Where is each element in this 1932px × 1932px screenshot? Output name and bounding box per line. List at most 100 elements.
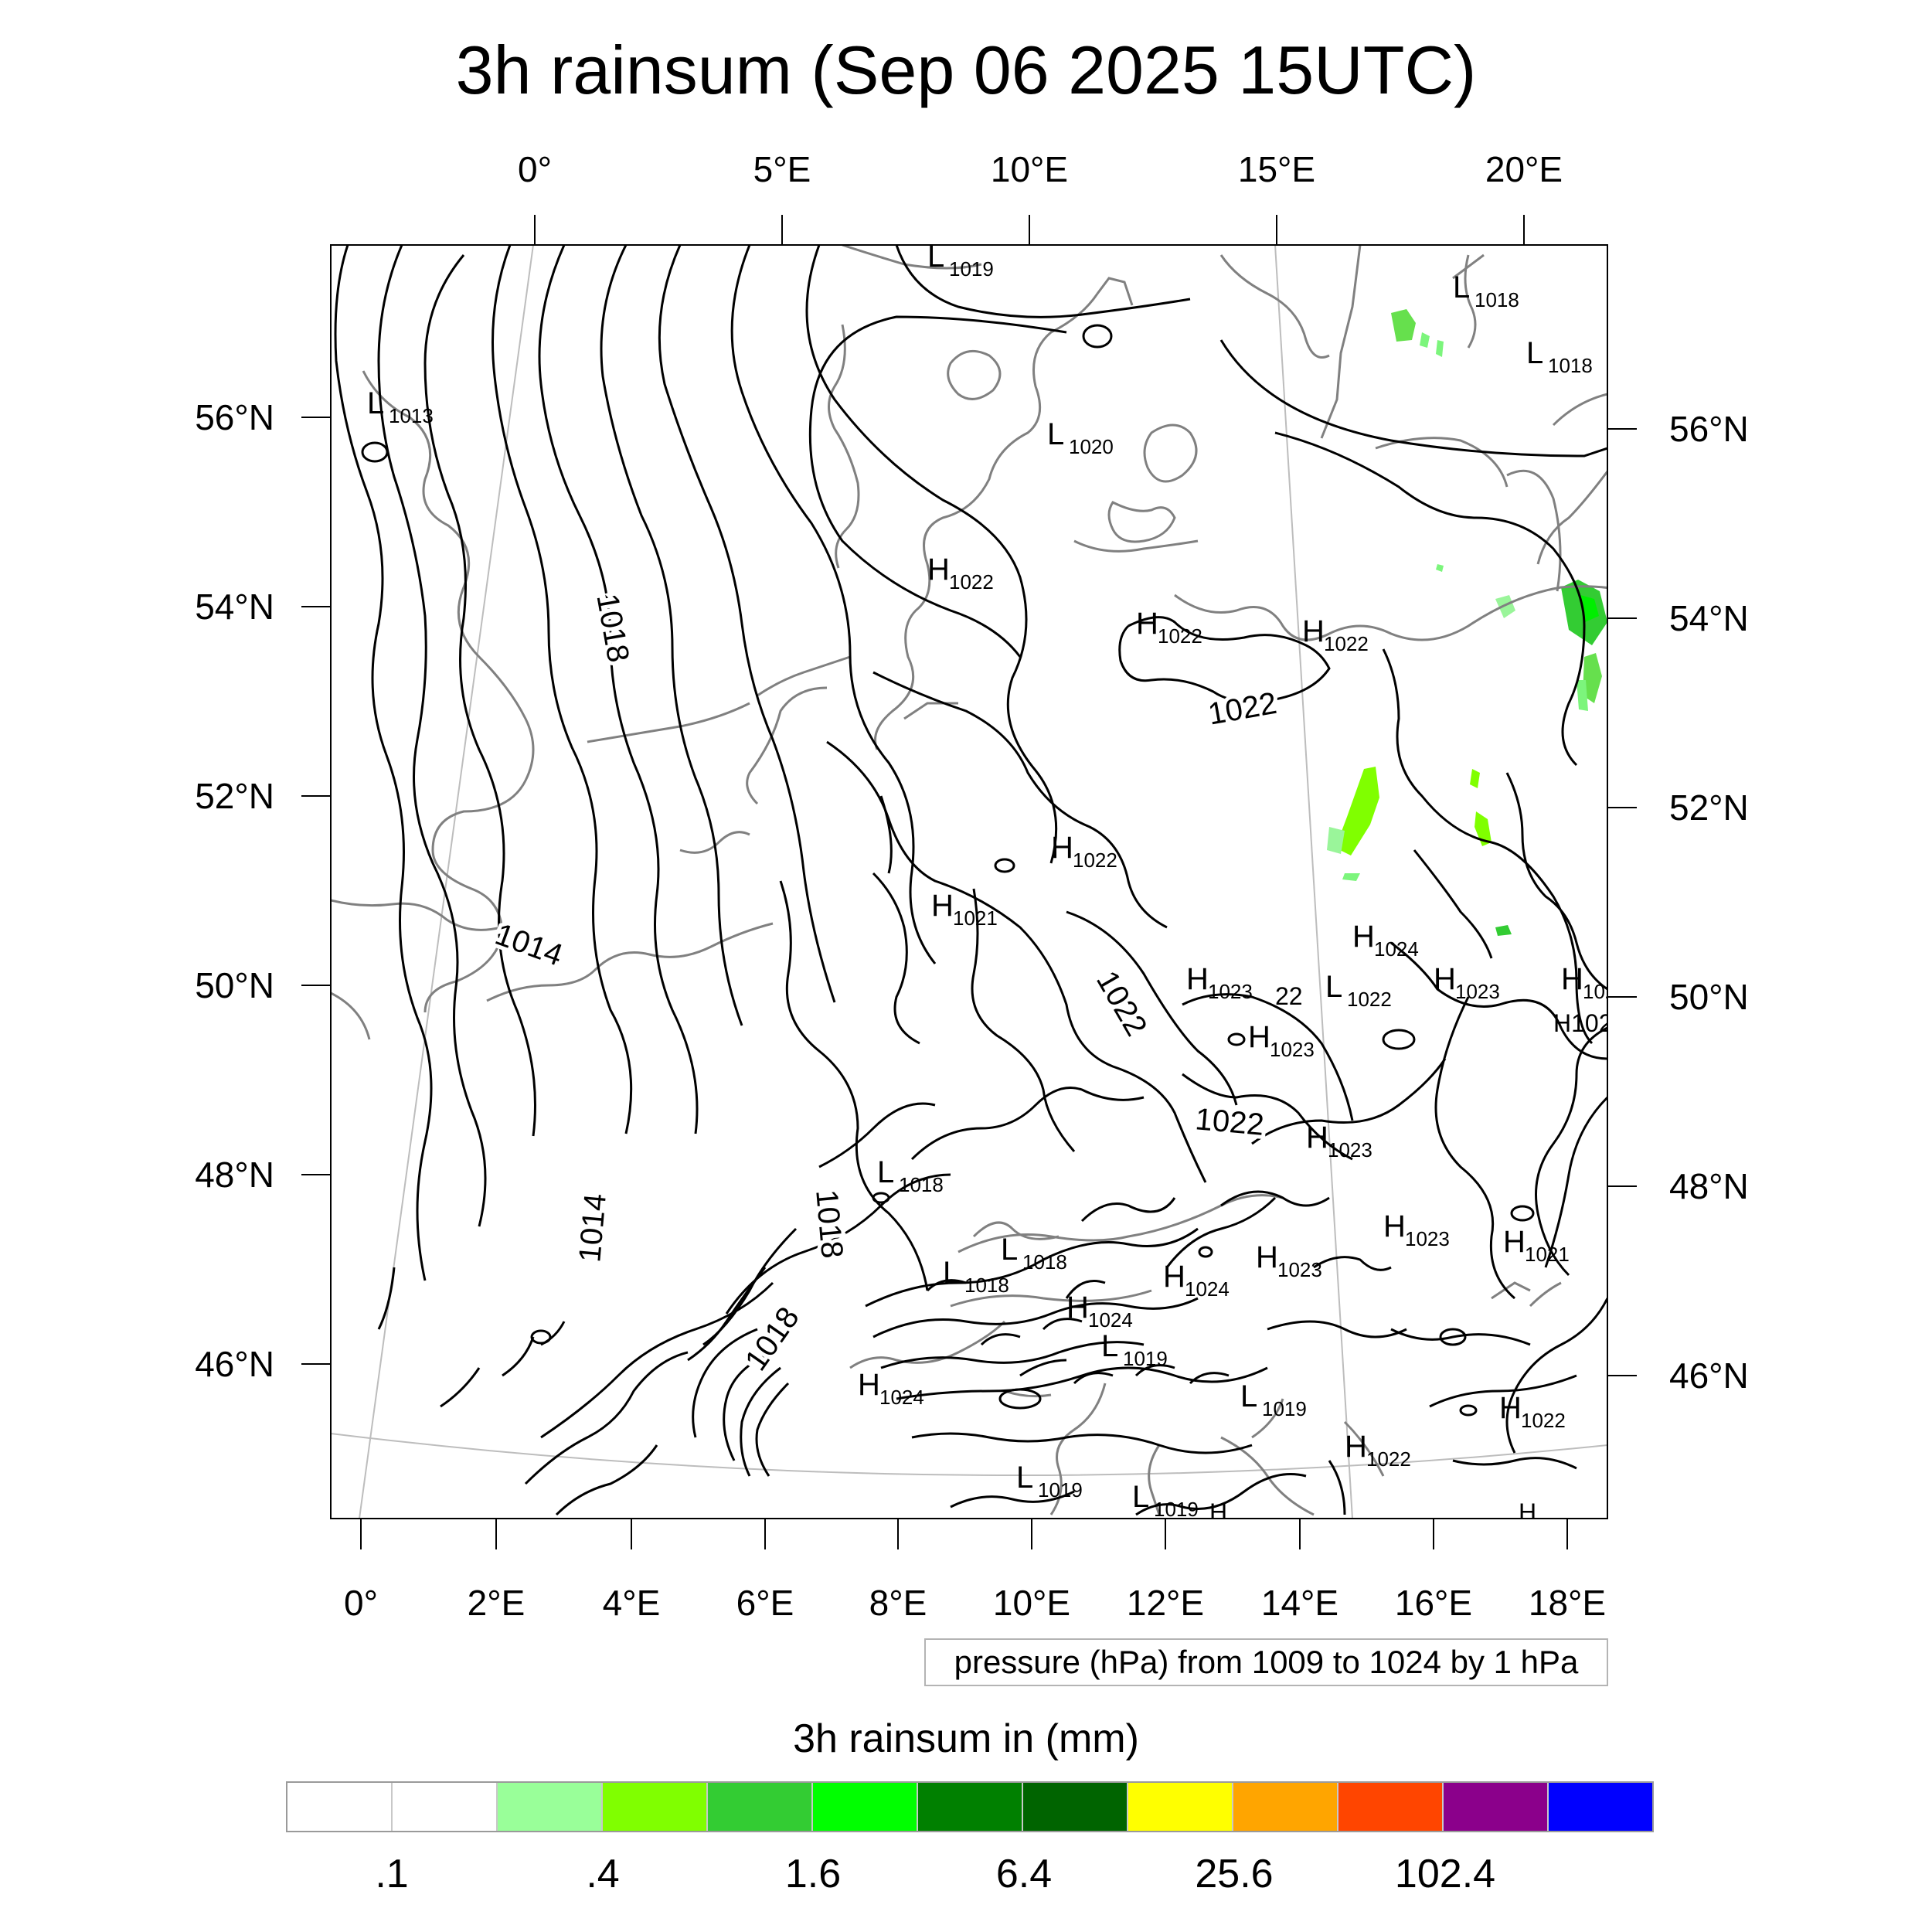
center-value: 1022 bbox=[1324, 632, 1369, 655]
center-value: 1024 bbox=[1088, 1308, 1133, 1332]
top-lon-label: 5°E bbox=[753, 149, 811, 189]
top-lon-label: 15°E bbox=[1238, 149, 1315, 189]
center-letter: L bbox=[943, 1256, 960, 1290]
high-pressure-center: H 1021 bbox=[931, 889, 998, 930]
center-value: 1023 bbox=[1405, 1227, 1450, 1250]
center-letter: H bbox=[1066, 1291, 1089, 1325]
center-value: 1019 bbox=[1262, 1397, 1307, 1420]
top-lon-label: 0° bbox=[518, 149, 552, 189]
center-letter: L bbox=[1240, 1379, 1257, 1413]
center-letter: H bbox=[1345, 1430, 1367, 1464]
right-lat-label: 56°N bbox=[1669, 409, 1749, 449]
center-letter: L bbox=[927, 240, 944, 274]
center-letter: L bbox=[1101, 1329, 1118, 1363]
bottom-lon-label: 2°E bbox=[468, 1583, 526, 1623]
low-pressure-center: L 1019 bbox=[1016, 1461, 1083, 1502]
low-pressure-center: L 1018 bbox=[1453, 270, 1519, 311]
colorbar-swatch bbox=[1444, 1783, 1549, 1831]
center-value: 1021 bbox=[1525, 1243, 1570, 1266]
center-letter: L bbox=[1132, 1480, 1149, 1514]
colorbar-swatch bbox=[1128, 1783, 1233, 1831]
center-letter: L bbox=[877, 1155, 894, 1189]
center-letter: H bbox=[1306, 1121, 1328, 1155]
bottom-lon-label: 4°E bbox=[603, 1583, 661, 1623]
high-pressure-center: H 1022 bbox=[1136, 607, 1202, 648]
high-pressure-center: H 1023 bbox=[1256, 1240, 1322, 1281]
colorbar-swatch bbox=[393, 1783, 498, 1831]
center-value: 1019 bbox=[1154, 1498, 1199, 1521]
center-letter: L bbox=[1001, 1233, 1018, 1267]
low-pressure-center: L 1019 bbox=[1240, 1379, 1307, 1420]
bottom-lon-label: 16°E bbox=[1395, 1583, 1472, 1623]
right-lat-label: 50°N bbox=[1669, 977, 1749, 1017]
center-value: 1018 bbox=[1022, 1250, 1067, 1274]
colorbar-tick-label: 6.4 bbox=[995, 1852, 1053, 1896]
left-lat-label: 54°N bbox=[195, 587, 274, 627]
center-letter: L bbox=[1526, 336, 1543, 370]
colorbar-swatch bbox=[603, 1783, 708, 1831]
high-pressure-center: H 1024 bbox=[1163, 1260, 1230, 1301]
partial-center-label: H bbox=[1519, 1498, 1536, 1526]
partial-center-label: H bbox=[1209, 1498, 1227, 1526]
center-value: 1022 bbox=[1158, 624, 1202, 648]
colorbar-title: 3h rainsum in (mm) bbox=[793, 1716, 1139, 1761]
center-letter: H bbox=[1352, 920, 1375, 954]
center-value: 1019 bbox=[1038, 1478, 1083, 1502]
center-letter: L bbox=[1047, 417, 1064, 451]
high-pressure-center: H 1024 bbox=[858, 1368, 924, 1409]
colorbar-swatch bbox=[708, 1783, 813, 1831]
center-value: 1018 bbox=[899, 1173, 944, 1196]
center-value: 1018 bbox=[1475, 288, 1519, 311]
high-pressure-center: H 1022 bbox=[927, 553, 994, 594]
axis-ticks bbox=[301, 215, 1637, 1549]
low-pressure-center: L 1018 bbox=[877, 1155, 944, 1196]
center-value: 1024 bbox=[1374, 937, 1419, 961]
center-letter: H bbox=[1561, 962, 1583, 996]
center-letter: L bbox=[1016, 1461, 1033, 1495]
low-pressure-center: L 1019 bbox=[1101, 1329, 1168, 1370]
colorbar-labels: .1 .4 1.6 6.4 25.6 102.4 bbox=[0, 1851, 1932, 1905]
center-value: 1023 bbox=[1277, 1258, 1322, 1281]
center-value: 1022 bbox=[1347, 988, 1392, 1011]
high-pressure-center: H 1023 bbox=[1434, 962, 1500, 1003]
center-value: 1023 bbox=[1270, 1038, 1315, 1061]
colorbar-swatch bbox=[498, 1783, 603, 1831]
low-pressure-center: L 1018 bbox=[1526, 336, 1593, 377]
center-letter: L bbox=[1453, 270, 1470, 304]
center-value: 1023 bbox=[1455, 980, 1500, 1003]
colorbar-swatch bbox=[1023, 1783, 1128, 1831]
center-letter: H bbox=[1302, 614, 1325, 648]
partial-center-label: H102 bbox=[1553, 1009, 1613, 1037]
low-pressure-center: L 1019 bbox=[927, 240, 994, 281]
center-value: 1019 bbox=[949, 257, 994, 281]
colorbar-tick-label: .4 bbox=[586, 1852, 620, 1896]
center-value: 1023 bbox=[1208, 980, 1253, 1003]
center-value: 1018 bbox=[964, 1274, 1009, 1297]
low-pressure-center: L 1018 bbox=[1001, 1233, 1067, 1274]
low-pressure-center: L 1018 bbox=[943, 1256, 1009, 1297]
center-value: 1024 bbox=[1185, 1277, 1230, 1301]
map-title: 3h rainsum (Sep 06 2025 15UTC) bbox=[455, 32, 1477, 108]
center-letter: H bbox=[927, 553, 950, 587]
isobar-value-label: 1022 bbox=[1090, 965, 1154, 1042]
colorbar-tick-label: 25.6 bbox=[1195, 1852, 1274, 1896]
colorbar-swatch bbox=[813, 1783, 918, 1831]
high-pressure-center: H 1023 bbox=[1383, 1209, 1450, 1250]
colorbar-swatch bbox=[1338, 1783, 1444, 1831]
high-pressure-center: H 1022 bbox=[1302, 614, 1369, 655]
graticule bbox=[331, 245, 1607, 1519]
bottom-lon-label: 8°E bbox=[869, 1583, 927, 1623]
colorbar-swatch bbox=[1549, 1783, 1652, 1831]
bottom-lon-label: 6°E bbox=[736, 1583, 794, 1623]
right-lat-label: 54°N bbox=[1669, 598, 1749, 638]
center-letter: H bbox=[1163, 1260, 1185, 1294]
high-pressure-center: H 1023 bbox=[1306, 1121, 1372, 1162]
colorbar-tick-label: 1.6 bbox=[784, 1852, 842, 1896]
colorbar-swatch bbox=[918, 1783, 1023, 1831]
colorbar-swatch bbox=[287, 1783, 393, 1831]
center-letter: H bbox=[931, 889, 954, 923]
colorbar-tick-label: 102.4 bbox=[1394, 1852, 1496, 1896]
